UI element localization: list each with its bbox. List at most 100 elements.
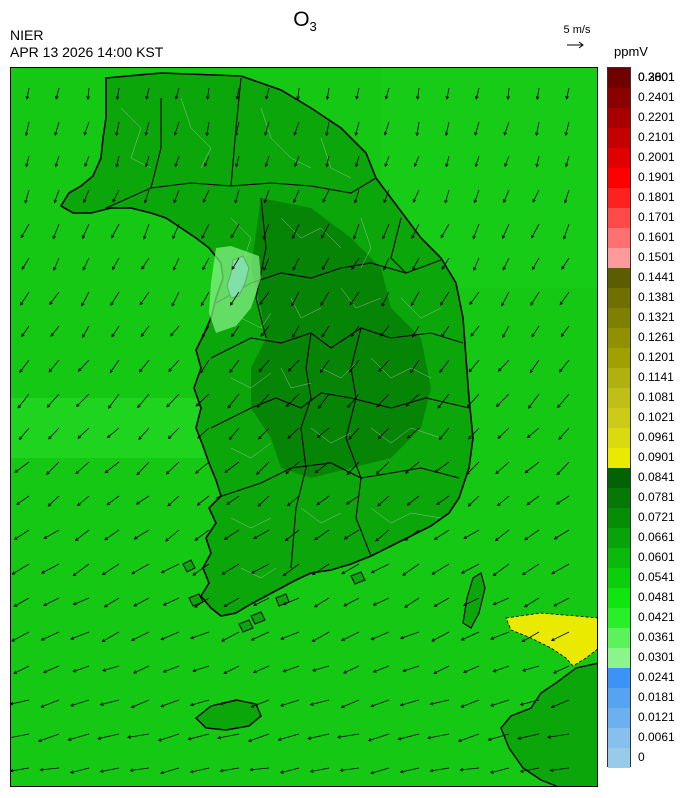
wind-vector xyxy=(54,189,60,203)
legend-swatch xyxy=(608,68,630,88)
wind-vector xyxy=(258,495,270,507)
legend-swatch xyxy=(608,508,630,528)
wind-vector-head xyxy=(468,435,472,440)
wind-vector xyxy=(73,665,90,672)
wind-vector-head xyxy=(234,132,239,137)
wind-vector-head xyxy=(535,96,540,100)
wind-vector xyxy=(436,495,450,505)
wind-vector xyxy=(504,121,510,135)
wind-vector xyxy=(168,359,180,372)
wind-vector-head xyxy=(325,96,330,100)
legend-tick-label: 0.1801 xyxy=(638,190,675,204)
wind-vector xyxy=(133,665,150,674)
wind-vector xyxy=(16,495,30,505)
title-subscript: 3 xyxy=(309,19,317,35)
wind-vector xyxy=(263,257,270,271)
wind-vector-head xyxy=(463,602,467,606)
wind-vector xyxy=(551,631,570,641)
legend-swatch xyxy=(608,648,630,668)
wind-vector-head xyxy=(219,701,224,706)
wind-vector xyxy=(488,733,510,741)
wind-vector xyxy=(283,597,300,605)
wind-vector-head xyxy=(127,735,131,739)
wind-vector-head xyxy=(221,638,225,642)
wind-vector-head xyxy=(226,501,230,505)
wind-vector-head xyxy=(407,434,411,439)
wind-vector-head xyxy=(144,163,149,168)
wind-vector xyxy=(194,529,210,541)
wind-vector-head xyxy=(564,132,568,137)
wind-vector xyxy=(375,529,390,542)
wind-vector-head xyxy=(235,96,240,100)
wind-vector-head xyxy=(103,604,108,608)
wind-vector-head xyxy=(137,404,141,409)
wind-vector-head xyxy=(325,163,329,168)
wind-vector-head xyxy=(248,738,252,742)
wind-vector xyxy=(131,699,150,708)
wind-vector-head xyxy=(517,736,522,740)
wind-vector xyxy=(38,733,60,742)
wind-vector-head xyxy=(565,95,569,100)
wind-vector-head xyxy=(292,334,296,338)
wind-vector xyxy=(343,665,360,674)
wind-vector xyxy=(106,495,120,506)
legend-tick-label: 0.0901 xyxy=(638,450,675,464)
wind-vector xyxy=(197,495,210,506)
wind-vector xyxy=(70,631,90,640)
wind-vector xyxy=(230,291,240,306)
legend-tick-label: 0.1601 xyxy=(638,230,675,244)
wind-vector-head xyxy=(18,436,23,441)
wind-vector xyxy=(141,257,150,270)
wind-vector-head xyxy=(558,436,563,440)
wind-vector-head xyxy=(294,163,298,167)
legend-tick-label: 0.1441 xyxy=(638,270,675,284)
wind-vector-head xyxy=(490,636,495,640)
wind-vector-head xyxy=(462,669,467,674)
wind-vector-head xyxy=(110,302,114,306)
wind-vector-head xyxy=(111,234,115,239)
wind-vector xyxy=(116,87,120,100)
wind-vector xyxy=(474,121,480,136)
wind-vector-head xyxy=(502,334,506,338)
wind-vector-head xyxy=(434,469,439,473)
wind-vector-head xyxy=(370,636,375,641)
wind-vector xyxy=(312,631,330,642)
wind-vector-head xyxy=(492,572,497,577)
wind-vector xyxy=(41,699,60,708)
legend-swatch xyxy=(608,388,630,408)
wind-vector-head xyxy=(86,96,90,101)
wind-vector xyxy=(558,427,570,440)
wind-vector xyxy=(280,699,300,707)
wind-vector-head xyxy=(382,266,387,271)
legend-swatch xyxy=(608,588,630,608)
wind-vector xyxy=(378,427,390,439)
wind-vector-head xyxy=(564,199,568,204)
wind-vector xyxy=(524,529,540,541)
legend-swatch xyxy=(608,128,630,148)
wind-vector-head xyxy=(287,502,291,507)
wind-vector xyxy=(206,121,210,136)
wind-vector-head xyxy=(168,368,172,373)
wind-vector-head xyxy=(192,668,197,672)
wind-vector-head xyxy=(160,636,165,641)
wind-vector-head xyxy=(553,603,558,607)
wind-vector-head xyxy=(165,470,170,475)
wind-vector-head xyxy=(495,403,500,408)
wind-vector-head xyxy=(397,737,402,741)
legend-swatch xyxy=(608,728,630,748)
wind-vector-head xyxy=(352,235,357,240)
wind-vector-head xyxy=(108,405,112,409)
wind-vector-head xyxy=(532,266,536,271)
wind-vector xyxy=(410,291,420,306)
wind-vector-head xyxy=(135,501,140,505)
wind-vector xyxy=(445,155,450,167)
wind-vector xyxy=(384,121,390,136)
legend-swatch xyxy=(608,328,630,348)
wind-vector-head xyxy=(170,332,174,337)
wind-vector xyxy=(102,665,120,671)
wind-vector xyxy=(25,121,30,136)
legend-swatch xyxy=(608,448,630,468)
wind-vector-head xyxy=(416,96,420,100)
wind-vector xyxy=(234,189,240,203)
wind-vector-head xyxy=(166,403,170,408)
